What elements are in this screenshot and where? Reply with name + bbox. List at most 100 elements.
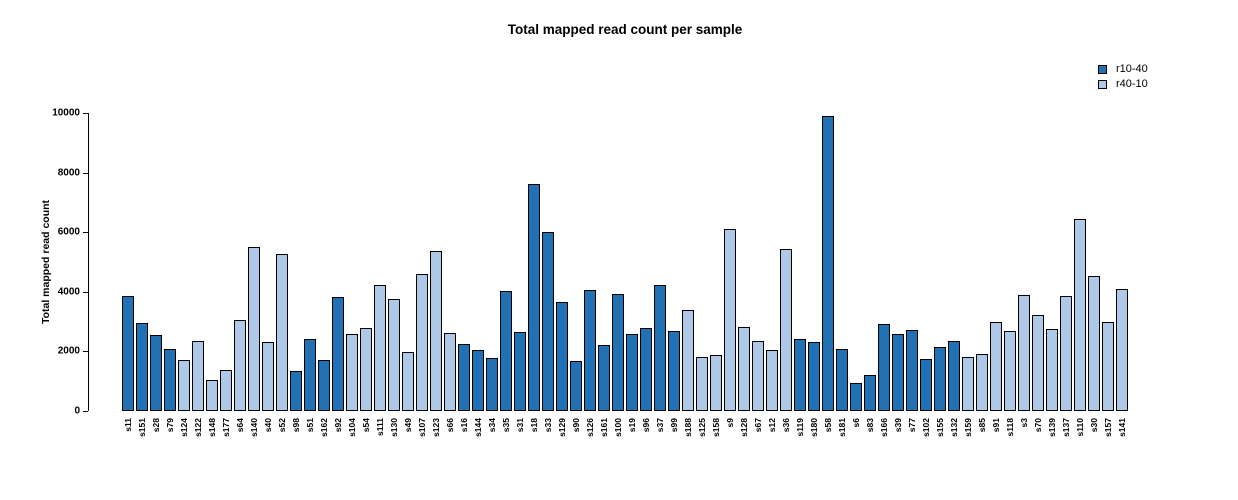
bar-s96: [640, 327, 652, 411]
bar-slot: s11: [122, 113, 134, 432]
x-tick-label: s161: [598, 418, 609, 437]
bar-s16: [458, 343, 470, 411]
x-tick-label: s98: [290, 418, 301, 433]
x-tick-label: s91: [990, 418, 1001, 433]
bar-slot: s37: [654, 113, 666, 432]
bar-s36: [780, 248, 792, 411]
bar-slot: s79: [164, 113, 176, 432]
bar-s151: [136, 323, 148, 411]
bar-slot: s122: [192, 113, 204, 437]
bar-slot: s30: [1088, 113, 1100, 432]
bar-slot: s161: [598, 113, 610, 437]
bar-slot: s92: [332, 113, 344, 432]
x-tick-label: s34: [486, 418, 497, 433]
bar-s102: [920, 359, 932, 411]
bar-slot: s129: [556, 113, 568, 437]
bar-slot: s58: [822, 113, 834, 432]
bar-s12: [766, 349, 778, 411]
x-tick-label: s111: [374, 418, 385, 436]
bar-s79: [164, 348, 176, 411]
bar-s122: [192, 340, 204, 411]
bar-slot: s40: [262, 113, 274, 432]
bar-slot: s159: [962, 113, 974, 437]
x-tick-label: s96: [640, 418, 651, 433]
bar-slot: s66: [444, 113, 456, 432]
y-tick: [83, 411, 88, 412]
x-tick-label: s148: [206, 418, 217, 437]
bar-s90: [570, 360, 582, 411]
x-tick-label: s16: [458, 418, 469, 433]
x-tick-label: s159: [962, 418, 973, 437]
bar-s6: [850, 382, 862, 411]
x-tick-label: s51: [304, 418, 315, 433]
x-tick-label: s3: [1018, 418, 1029, 428]
x-tick-label: s124: [178, 418, 189, 437]
bar-slot: s119: [794, 113, 806, 436]
bar-s39: [892, 334, 904, 411]
bar-s98: [290, 371, 302, 411]
x-tick-label: s58: [822, 418, 833, 433]
x-tick-label: s158: [710, 418, 721, 437]
bar-slot: s148: [206, 113, 218, 437]
bar-slot: s52: [276, 113, 288, 432]
bar-s99: [668, 330, 680, 411]
bar-s137: [1060, 295, 1072, 411]
x-tick-label: s11: [122, 418, 133, 432]
x-tick-label: s33: [542, 418, 553, 433]
x-tick-label: s110: [1074, 418, 1085, 437]
x-tick-label: s12: [766, 418, 777, 433]
bar-slot: s100: [612, 113, 624, 437]
bar-s19: [626, 333, 638, 411]
bar-slot: s128: [738, 113, 750, 437]
bar-s35: [500, 290, 512, 411]
y-axis: 0 2000 4000 6000 8000 10000: [52, 108, 89, 417]
bar-s159: [962, 357, 974, 411]
bar-slot: s96: [640, 113, 652, 432]
bar-slot: s98: [290, 113, 302, 432]
bar-s9: [724, 228, 736, 411]
x-tick-label: s28: [150, 418, 161, 433]
x-tick-label: s90: [570, 418, 581, 433]
bar-slot: s111: [374, 113, 386, 436]
bar-s141: [1116, 288, 1128, 411]
bar-slot: s90: [570, 113, 582, 432]
x-tick-label: s132: [948, 418, 959, 437]
x-tick-label: s129: [556, 418, 567, 437]
y-tick: [83, 232, 88, 234]
bar-s155: [934, 347, 946, 411]
y-tick-label: 8000: [57, 167, 80, 179]
x-tick-label: s19: [626, 418, 637, 433]
bar-slot: s3: [1018, 113, 1030, 427]
bar-slot: s137: [1060, 113, 1072, 437]
bar-slot: s85: [976, 113, 988, 432]
bar-s130: [388, 298, 400, 411]
bar-s111: [374, 284, 386, 411]
bar-s52: [276, 253, 288, 411]
x-tick-label: s128: [738, 418, 749, 437]
x-tick-label: s137: [1060, 418, 1071, 437]
bar-s158: [710, 355, 722, 411]
x-tick-label: s37: [654, 418, 665, 433]
bar-s148: [206, 379, 218, 411]
x-tick-label: s64: [234, 418, 245, 433]
bar-slot: s126: [584, 113, 596, 437]
bar-slot: s132: [948, 113, 960, 437]
x-tick-label: s66: [444, 418, 455, 433]
bar-slot: s9: [724, 113, 736, 427]
bar-slot: s110: [1074, 113, 1086, 436]
bar-slot: s77: [906, 113, 918, 432]
x-tick-label: s77: [906, 418, 917, 433]
bar-s177: [220, 369, 232, 411]
bar-slot: s144: [472, 113, 484, 437]
bar-s66: [444, 333, 456, 411]
bar-s49: [402, 352, 414, 411]
x-tick-label: s100: [612, 418, 623, 437]
x-tick-label: s54: [360, 418, 371, 433]
x-tick-label: s31: [514, 418, 525, 433]
bar-s126: [584, 289, 596, 411]
x-tick-label: s36: [780, 418, 791, 433]
bar-s30: [1088, 276, 1100, 411]
bar-slot: s64: [234, 113, 246, 432]
bar-slot: s177: [220, 113, 232, 437]
bar-s64: [234, 319, 246, 411]
